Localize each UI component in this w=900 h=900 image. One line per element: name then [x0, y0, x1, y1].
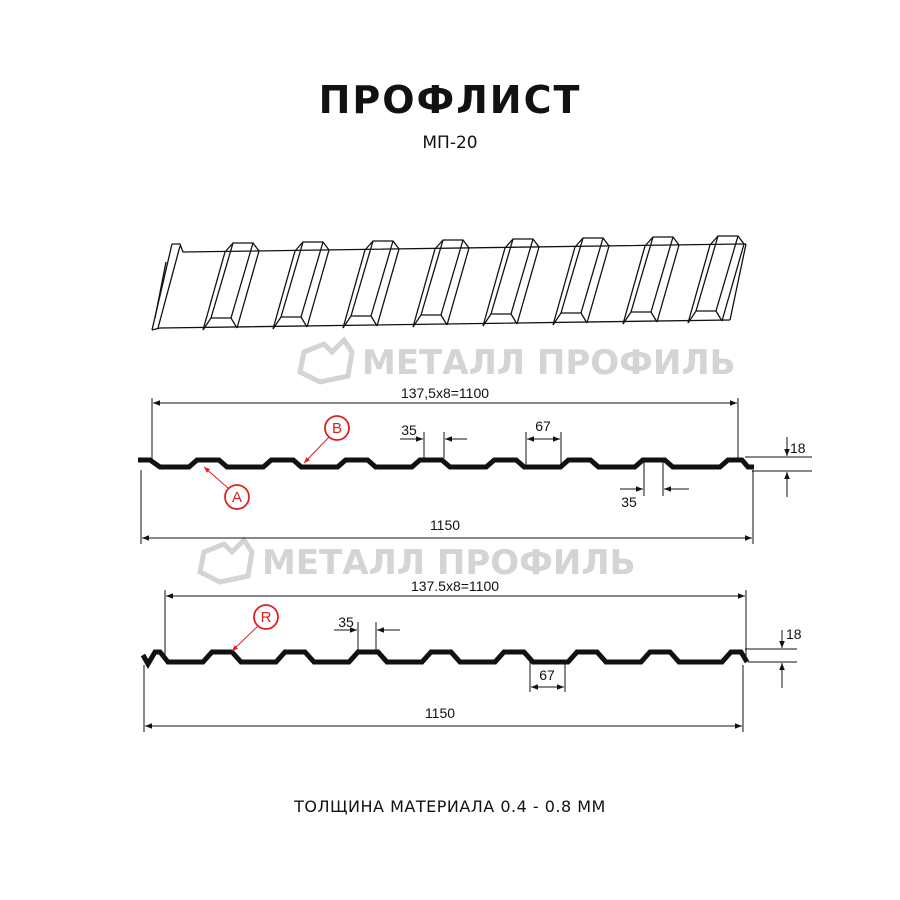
- dim-valley-b-label: 67: [539, 667, 555, 683]
- dim-valley-a-label: 67: [535, 418, 551, 434]
- callout-b: [324, 415, 350, 441]
- model-subtitle: МП-20: [422, 133, 478, 153]
- page-title: ПРОФЛИСТ: [318, 78, 582, 122]
- dim-ridge-top-a-label: 35: [401, 422, 417, 438]
- profile-a-line: [138, 457, 754, 470]
- watermark-2: МЕТАЛЛ ПРОФИЛЬ: [197, 536, 636, 585]
- material-thickness-note: ТОЛЩИНА МАТЕРИАЛА 0.4 - 0.8 ММ: [294, 797, 606, 816]
- callout-a-label: A: [232, 489, 242, 506]
- logo-icon: [197, 536, 255, 585]
- watermark-text: МЕТАЛЛ ПРОФИЛЬ: [262, 543, 636, 583]
- callout-b-label: B: [332, 420, 342, 437]
- callout-a: [224, 484, 250, 510]
- logo-icon: [297, 336, 355, 385]
- sheet-3d-view: [151, 235, 747, 331]
- callout-r-label: R: [261, 609, 272, 626]
- dim-height-b-label: 18: [786, 626, 802, 642]
- callout-r: [253, 604, 279, 630]
- dim-useful-width-a-label: 137,5x8=1100: [401, 385, 489, 401]
- dim-height-a-label: 18: [790, 440, 806, 456]
- dim-ridge-top-b-label: 35: [338, 614, 354, 630]
- profile-b-drawing: 137.5x8=1100 1150 35 67 18 R: [140, 578, 802, 732]
- profile-a-drawing: 137,5x8=1100 1150 35 67 35 18 A B: [138, 385, 812, 544]
- dim-total-width-a-label: 1150: [430, 517, 460, 533]
- watermark-text: МЕТАЛЛ ПРОФИЛЬ: [362, 343, 736, 383]
- dim-ridge-bottom-a-label: 35: [621, 494, 637, 510]
- dim-total-width-b-label: 1150: [425, 705, 455, 721]
- dim-useful-width-b-label: 137.5x8=1100: [411, 578, 499, 594]
- profile-b-line: [140, 649, 750, 670]
- watermark-1: МЕТАЛЛ ПРОФИЛЬ: [297, 336, 736, 385]
